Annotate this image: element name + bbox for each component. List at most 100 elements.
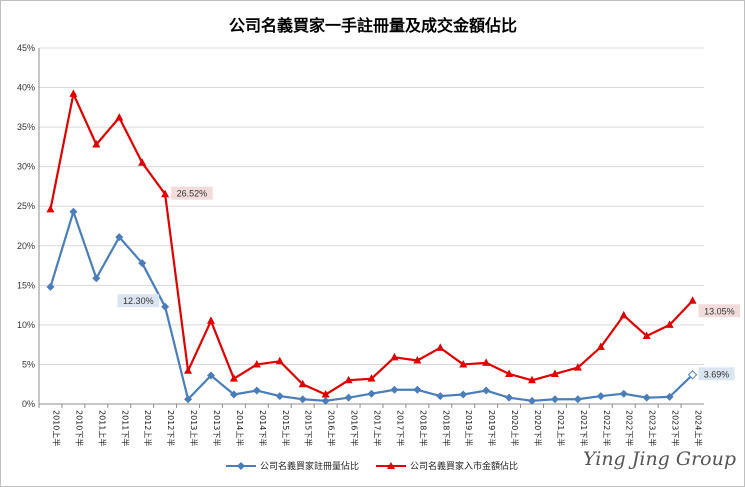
x-tick-label: 2019下半 bbox=[487, 410, 497, 446]
point-diamond bbox=[344, 393, 353, 402]
point-triangle bbox=[596, 342, 605, 351]
x-axis-ticks: 2010上半 2010下半 2011上半 2011下半 2012上半 2012下半 2013… bbox=[38, 404, 704, 446]
x-tick-label: 2022上半 bbox=[602, 410, 612, 446]
data-label-text: 13.05% bbox=[704, 306, 735, 316]
legend-item-amount: 公司名義買家入市金額佔比 bbox=[376, 460, 518, 472]
point-diamond bbox=[321, 396, 330, 405]
x-tick-label: 2013上半 bbox=[189, 410, 199, 446]
point-diamond bbox=[138, 259, 147, 268]
legend: 公司名義買家註冊量佔比 公司名義買家入市金額佔比 bbox=[226, 460, 518, 472]
point-diamond bbox=[642, 393, 651, 402]
data-label: 13.05% bbox=[698, 304, 741, 318]
point-triangle bbox=[482, 358, 491, 366]
point-triangle bbox=[252, 359, 261, 368]
point-diamond bbox=[115, 233, 124, 242]
x-tick-label: 2011上半 bbox=[97, 410, 107, 446]
point-diamond bbox=[550, 395, 559, 404]
x-tick-label: 2012上半 bbox=[143, 410, 153, 446]
data-label-text: 3.69% bbox=[704, 369, 730, 379]
point-triangle bbox=[413, 355, 422, 364]
point-diamond bbox=[596, 392, 605, 401]
data-labels: 12.30% 3.69% 26.52% 13.05% bbox=[117, 186, 741, 381]
point-triangle bbox=[206, 316, 215, 324]
y-tick-label: 35% bbox=[17, 122, 35, 132]
x-tick-label: 2021上半 bbox=[556, 410, 566, 446]
point-diamond bbox=[528, 396, 537, 405]
x-tick-label: 2015下半 bbox=[304, 410, 314, 446]
x-tick-label: 2021下半 bbox=[579, 410, 589, 446]
y-tick-label: 30% bbox=[17, 162, 35, 172]
point-triangle bbox=[688, 296, 697, 304]
x-tick-label: 2024上半 bbox=[694, 410, 704, 446]
series-line-amount bbox=[49, 92, 694, 396]
x-tick-label: 2023上半 bbox=[648, 410, 658, 446]
point-triangle bbox=[528, 375, 537, 384]
x-tick-label: 2017下半 bbox=[395, 410, 405, 446]
y-tick-label: 15% bbox=[17, 280, 35, 290]
x-tick-label: 2017上半 bbox=[373, 410, 383, 446]
y-tick-label: 10% bbox=[17, 320, 35, 330]
data-label: 12.30% bbox=[117, 294, 160, 308]
legend-label-registration: 公司名義買家註冊量佔比 bbox=[260, 460, 359, 472]
data-label-box bbox=[698, 367, 735, 381]
point-diamond bbox=[390, 385, 399, 394]
point-diamond bbox=[298, 395, 307, 404]
x-tick-label: 2022下半 bbox=[625, 410, 635, 446]
point-triangle bbox=[92, 140, 101, 148]
point-diamond bbox=[367, 389, 376, 398]
point-triangle bbox=[184, 366, 193, 374]
point-triangle bbox=[573, 363, 582, 371]
point-triangle bbox=[138, 158, 147, 166]
point-diamond bbox=[229, 390, 238, 399]
x-tick-label: 2016下半 bbox=[350, 410, 360, 446]
x-tick-label: 2023下半 bbox=[671, 410, 681, 446]
legend-marker-diamond bbox=[237, 462, 245, 470]
x-tick-label: 2020上半 bbox=[510, 410, 520, 446]
y-tick-label: 0% bbox=[22, 399, 35, 409]
point-diamond bbox=[505, 393, 514, 402]
x-tick-label: 2012下半 bbox=[166, 410, 176, 446]
x-tick-label: 2014下半 bbox=[258, 410, 268, 446]
point-triangle bbox=[459, 359, 468, 368]
point-triangle bbox=[436, 343, 445, 351]
data-label-box bbox=[117, 294, 160, 308]
point-triangle bbox=[161, 189, 170, 198]
point-diamond bbox=[573, 395, 582, 404]
y-tick-label: 20% bbox=[17, 241, 35, 251]
y-tick-label: 40% bbox=[17, 83, 35, 93]
y-tick-label: 45% bbox=[17, 43, 35, 53]
point-triangle bbox=[505, 369, 514, 377]
chart-title: 公司名義買家一手註冊量及成交金額佔比 bbox=[229, 16, 517, 35]
x-tick-label: 2019上半 bbox=[464, 410, 474, 446]
x-tick-label: 2018上半 bbox=[418, 410, 428, 446]
point-triangle bbox=[69, 89, 78, 97]
y-tick-label: 25% bbox=[17, 201, 35, 211]
point-diamond bbox=[92, 274, 101, 283]
point-diamond bbox=[69, 207, 78, 216]
x-tick-label: 2020下半 bbox=[533, 410, 543, 446]
point-diamond bbox=[275, 392, 284, 401]
point-diamond bbox=[161, 302, 170, 311]
x-tick-label: 2010上半 bbox=[51, 410, 61, 446]
point-diamond bbox=[619, 389, 628, 398]
point-diamond bbox=[252, 386, 261, 395]
x-tick-label: 2011下半 bbox=[120, 410, 130, 446]
point-triangle bbox=[46, 204, 55, 213]
legend-label-amount: 公司名義買家入市金額佔比 bbox=[410, 460, 518, 472]
y-axis-ticks: 0% 5% 10% 15% 20% 25% 30% 35% 40% 45% bbox=[17, 43, 35, 409]
data-label-box bbox=[171, 186, 213, 200]
series-layer bbox=[46, 89, 698, 405]
x-tick-label: 2013下半 bbox=[212, 410, 222, 446]
point-triangle bbox=[619, 310, 628, 319]
point-diamond bbox=[46, 282, 55, 291]
watermark-logo: Ying Jing Group bbox=[583, 448, 736, 470]
x-tick-label: 2014上半 bbox=[235, 410, 245, 446]
point-triangle bbox=[275, 356, 284, 365]
data-label-text: 12.30% bbox=[123, 296, 154, 306]
x-tick-label: 2015上半 bbox=[281, 410, 291, 446]
point-triangle bbox=[229, 374, 238, 382]
point-diamond bbox=[459, 390, 468, 399]
legend-marker-triangle bbox=[387, 462, 395, 469]
